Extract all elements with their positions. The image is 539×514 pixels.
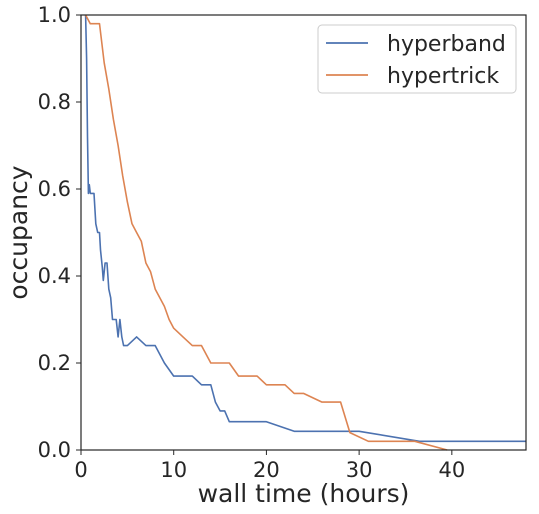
x-tick-label: 10	[160, 458, 187, 482]
x-axis-ticks: 0 10 20 30 40	[74, 450, 465, 482]
y-axis-label: occupancy	[4, 165, 33, 299]
x-axis-label: wall time (hours)	[198, 479, 410, 508]
y-axis-ticks: 0.0 0.2 0.4 0.6 0.8 1.0	[38, 3, 81, 462]
series-line-hyperband	[84, 14, 526, 443]
legend: hyperband hypertrick	[317, 24, 517, 94]
y-tick-label: 0.8	[38, 90, 71, 114]
x-tick-label: 20	[253, 458, 280, 482]
y-tick-label: 1.0	[38, 3, 71, 27]
y-tick-label: 0.6	[38, 177, 71, 201]
legend-label-hypertrick: hypertrick	[387, 64, 499, 89]
series-line-hypertrick	[84, 14, 448, 451]
y-tick-label: 0.2	[38, 351, 71, 375]
plot-frame	[80, 14, 527, 451]
x-tick-label: 40	[438, 458, 465, 482]
plot-area	[84, 14, 526, 451]
x-tick-label: 30	[346, 458, 373, 482]
legend-label-hyperband: hyperband	[387, 32, 506, 57]
y-tick-label: 0.0	[38, 438, 71, 462]
legend-box	[317, 24, 517, 94]
x-tick-label: 0	[74, 458, 87, 482]
y-tick-label: 0.4	[38, 264, 71, 288]
